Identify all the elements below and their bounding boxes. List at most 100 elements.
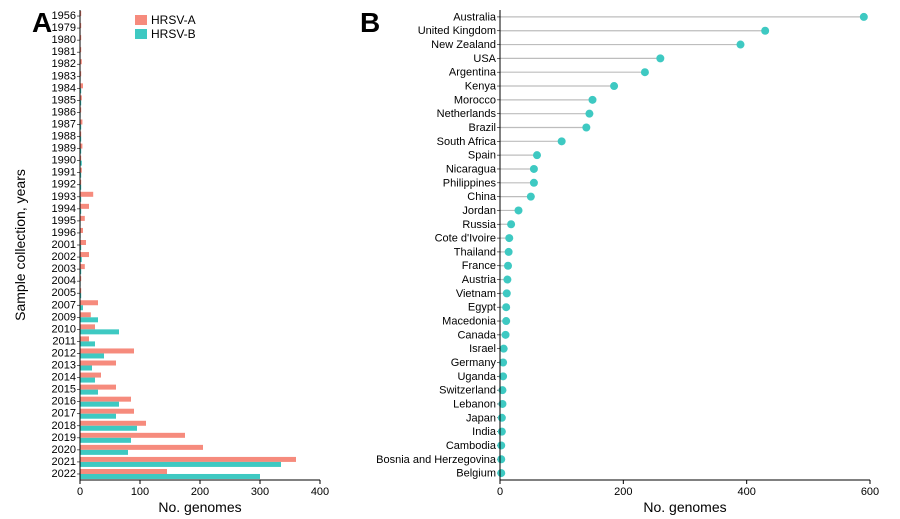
bar-hrsv-a xyxy=(80,409,134,414)
x-axis-label-a: No. genomes xyxy=(158,499,241,515)
bar-hrsv-b xyxy=(80,474,260,479)
bar-hrsv-a xyxy=(80,312,91,317)
bar-hrsv-a xyxy=(80,192,93,197)
year-label: 1979 xyxy=(52,22,76,34)
lollipop-dot xyxy=(533,151,541,159)
legend-swatch-a xyxy=(135,15,147,25)
country-label: France xyxy=(462,260,496,272)
xtick-label: 100 xyxy=(131,486,149,498)
bar-hrsv-b xyxy=(80,426,137,431)
lollipop-dot xyxy=(860,13,868,21)
country-label: Morocco xyxy=(454,94,496,106)
year-label: 1981 xyxy=(52,46,76,58)
year-label: 1985 xyxy=(52,94,76,106)
bar-hrsv-b xyxy=(80,366,92,371)
country-label: Cote d'Ivoire xyxy=(435,233,496,245)
country-label: United Kingdom xyxy=(418,25,496,37)
year-label: 2013 xyxy=(52,360,76,372)
lollipop-dot xyxy=(498,428,506,436)
bar-hrsv-b xyxy=(80,450,128,455)
year-label: 2007 xyxy=(52,299,76,311)
bar-hrsv-a xyxy=(80,421,146,426)
country-label: South Africa xyxy=(437,136,497,148)
xtick-label: 0 xyxy=(77,486,83,498)
bar-hrsv-a xyxy=(80,264,85,269)
lollipop-dot xyxy=(504,262,512,270)
year-label: 1956 xyxy=(52,10,76,22)
year-label: 2020 xyxy=(52,444,76,456)
country-label: Bosnia and Herzegovina xyxy=(376,454,497,466)
lollipop-dot xyxy=(530,165,538,173)
year-label: 1988 xyxy=(52,131,76,143)
year-label: 1984 xyxy=(52,82,76,94)
country-label: Kenya xyxy=(465,81,497,93)
lollipop-dot xyxy=(656,54,664,62)
country-label: Philippines xyxy=(443,177,497,189)
xtick-label: 0 xyxy=(497,486,503,498)
country-label: Uganda xyxy=(457,371,496,383)
year-label: 1986 xyxy=(52,106,76,118)
country-label: Brazil xyxy=(468,122,496,134)
legend-swatch-b xyxy=(135,29,147,39)
bar-hrsv-a xyxy=(80,216,85,221)
bar-hrsv-a xyxy=(80,385,116,390)
year-label: 1996 xyxy=(52,227,76,239)
lollipop-dot xyxy=(527,193,535,201)
lollipop-dot xyxy=(502,331,510,339)
country-label: Thailand xyxy=(454,246,496,258)
country-label: Israel xyxy=(469,343,496,355)
year-label: 2001 xyxy=(52,239,76,251)
bar-hrsv-a xyxy=(80,324,95,329)
year-label: 2002 xyxy=(52,251,76,263)
lollipop-dot xyxy=(500,345,508,353)
year-label: 1992 xyxy=(52,179,76,191)
bar-hrsv-b xyxy=(80,329,119,334)
legend-label-b: HRSV-B xyxy=(151,27,196,41)
xtick-label: 400 xyxy=(737,486,755,498)
xtick-label: 300 xyxy=(251,486,269,498)
year-label: 2021 xyxy=(52,456,76,468)
lollipop-dot xyxy=(503,276,511,284)
country-label: Canada xyxy=(457,329,496,341)
legend-label-a: HRSV-A xyxy=(151,13,196,27)
country-label: Switzerland xyxy=(439,385,496,397)
bar-hrsv-a xyxy=(80,457,296,462)
year-label: 2011 xyxy=(52,335,76,347)
year-label: 2010 xyxy=(52,323,76,335)
year-label: 1990 xyxy=(52,155,76,167)
bar-hrsv-b xyxy=(80,390,98,395)
country-label: Australia xyxy=(453,11,497,23)
bar-hrsv-b xyxy=(80,378,95,383)
bar-hrsv-b xyxy=(80,438,131,443)
bar-hrsv-b xyxy=(80,317,98,322)
bar-hrsv-b xyxy=(80,414,116,419)
bar-hrsv-a xyxy=(80,300,98,305)
country-label: Argentina xyxy=(449,67,497,79)
lollipop-dot xyxy=(498,414,506,422)
country-label: Russia xyxy=(462,219,497,231)
year-label: 2012 xyxy=(52,347,76,359)
xtick-label: 200 xyxy=(614,486,632,498)
lollipop-dot xyxy=(737,41,745,49)
lollipop-dot xyxy=(530,179,538,187)
lollipop-dot xyxy=(505,234,513,242)
bar-hrsv-a xyxy=(80,348,134,353)
lollipop-dot xyxy=(610,82,618,90)
lollipop-dot xyxy=(497,455,505,463)
country-label: Vietnam xyxy=(456,288,496,300)
year-label: 2016 xyxy=(52,396,76,408)
bar-hrsv-a xyxy=(80,240,86,245)
country-label: USA xyxy=(473,53,496,65)
xtick-label: 200 xyxy=(191,486,209,498)
bar-hrsv-a xyxy=(80,373,101,378)
year-label: 2004 xyxy=(52,275,76,287)
country-label: New Zealand xyxy=(431,39,496,51)
lollipop-dot xyxy=(641,68,649,76)
country-label: Austria xyxy=(462,274,497,286)
year-label: 2018 xyxy=(52,420,76,432)
bar-hrsv-a xyxy=(80,397,131,402)
lollipop-dot xyxy=(585,110,593,118)
country-label: Macedonia xyxy=(442,316,497,328)
country-label: Spain xyxy=(468,150,496,162)
year-label: 1980 xyxy=(52,34,76,46)
